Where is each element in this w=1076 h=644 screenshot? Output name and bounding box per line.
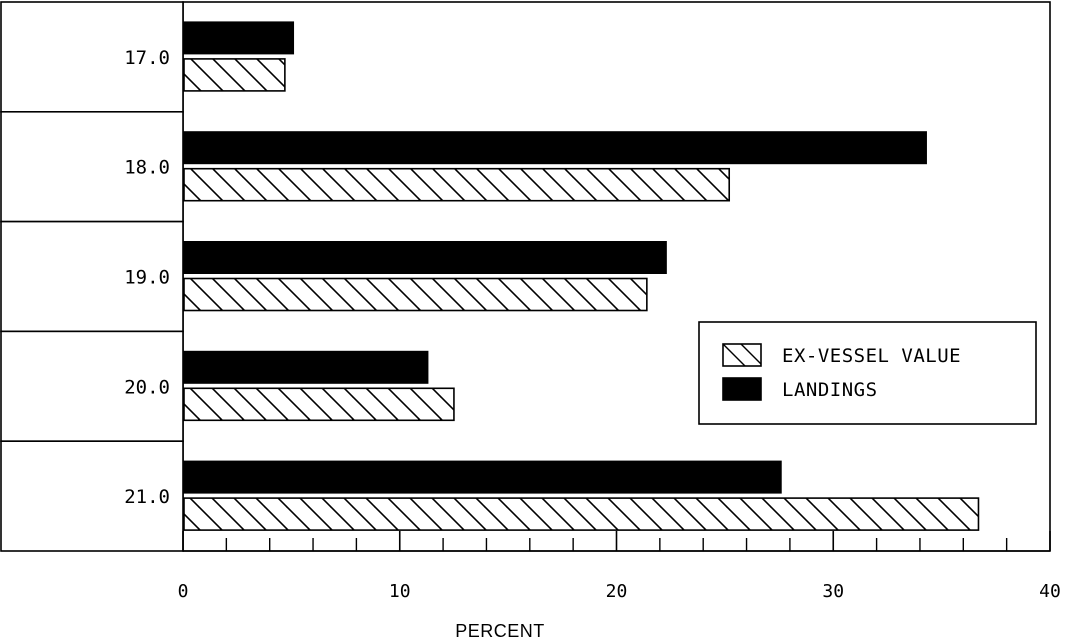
bars — [183, 21, 980, 531]
legend: EX-VESSEL VALUE LANDINGS — [698, 321, 1037, 425]
bar-ex-vessel-value — [183, 497, 980, 531]
x-tick-label: 40 — [1039, 581, 1061, 602]
x-tick-label: 0 — [178, 581, 189, 602]
bar-landings — [183, 350, 429, 384]
x-axis-title: PERCENT — [455, 621, 545, 641]
category-label: 19.0 — [124, 267, 170, 289]
bar-ex-vessel-value — [183, 277, 648, 312]
bar-ex-vessel-value — [183, 387, 455, 422]
legend-hatch-line — [722, 343, 746, 367]
x-tick-label: 30 — [822, 581, 844, 602]
category-label: 20.0 — [124, 376, 170, 398]
bar-landings — [183, 131, 927, 165]
legend-swatch-landings — [722, 377, 762, 401]
category-label: 17.0 — [124, 47, 170, 69]
legend-hatch-line — [740, 343, 762, 365]
category-box — [0, 111, 184, 223]
bar-landings — [183, 21, 295, 55]
legend-box — [698, 321, 1037, 425]
bar-landings — [183, 460, 782, 494]
bar-ex-vessel-value — [183, 58, 286, 92]
category-box — [0, 330, 184, 442]
bar-landings — [183, 241, 667, 274]
legend-label: LANDINGS — [782, 379, 878, 401]
legend-label: EX-VESSEL VALUE — [782, 345, 961, 367]
bar-ex-vessel-value — [183, 167, 731, 202]
x-axis: 0 10 20 30 40 PERCENT — [178, 531, 1061, 641]
category-label: 21.0 — [124, 486, 170, 508]
x-tick-label: 20 — [606, 581, 628, 602]
category-label-boxes: 17.0 18.0 19.0 20.0 21.0 — [0, 1, 184, 552]
legend-swatch-ex-vessel-value — [722, 343, 762, 367]
category-box — [0, 440, 184, 552]
category-box — [0, 220, 184, 333]
category-label: 18.0 — [124, 157, 170, 179]
x-tick-label: 10 — [389, 581, 411, 602]
